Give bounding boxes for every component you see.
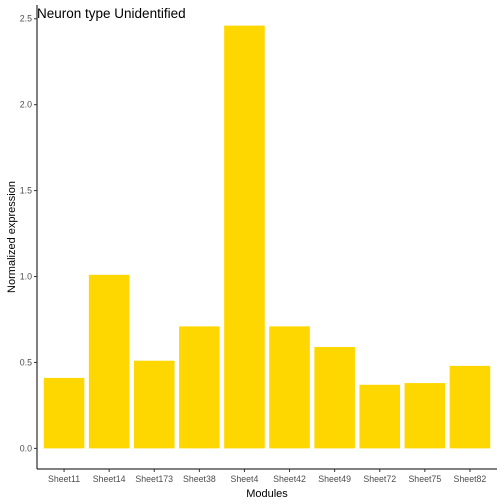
bar-sheet75 — [404, 383, 446, 449]
bar-sheet173 — [133, 360, 175, 449]
y-tick-label: 1.0 — [20, 272, 32, 282]
x-tick-label: Sheet75 — [408, 474, 441, 484]
y-tick-label: 1.5 — [20, 186, 32, 196]
x-axis-title: Modules — [246, 488, 288, 500]
y-tick-label: 2.5 — [20, 14, 32, 24]
bar-sheet38 — [179, 326, 220, 449]
x-axis-ticks: Sheet11 Sheet14 Sheet173 Sheet38 Sheet4 Sheet… — [48, 469, 486, 484]
y-tick-label: 2.0 — [20, 100, 32, 110]
bar-sheet72 — [359, 384, 401, 449]
x-tick-label: Sheet42 — [273, 474, 306, 484]
bar-sheet4 — [224, 25, 265, 449]
x-tick-label: Sheet49 — [318, 474, 351, 484]
x-tick-label: Sheet173 — [135, 474, 173, 484]
chart-title: Neuron type Unidentified — [37, 6, 186, 21]
y-axis-ticks: 0.0 0.5 1.0 1.5 2.0 2.5 — [20, 14, 37, 453]
y-tick-label: 0.5 — [20, 357, 32, 367]
bar-sheet49 — [314, 346, 355, 449]
bar-sheet82 — [449, 365, 491, 449]
y-tick-label: 0.0 — [20, 443, 32, 453]
x-tick-label: Sheet4 — [231, 474, 259, 484]
x-tick-label: Sheet38 — [183, 474, 216, 484]
bar-sheet14 — [88, 274, 130, 449]
bars-group — [43, 25, 491, 449]
x-tick-label: Sheet14 — [93, 474, 126, 484]
y-axis-title: Normalized expression — [6, 181, 18, 293]
x-tick-label: Sheet72 — [363, 474, 396, 484]
x-tick-label: Sheet82 — [454, 474, 487, 484]
x-tick-label: Sheet11 — [48, 474, 80, 484]
bar-sheet11 — [43, 377, 85, 449]
bar-sheet42 — [269, 326, 310, 449]
